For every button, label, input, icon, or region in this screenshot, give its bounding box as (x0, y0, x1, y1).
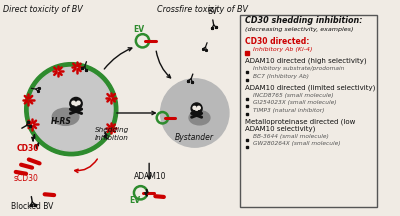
FancyBboxPatch shape (240, 15, 377, 207)
Text: (decreasing selectivity, examples): (decreasing selectivity, examples) (245, 27, 354, 32)
Text: CD30: CD30 (17, 144, 40, 153)
FancyArrowPatch shape (104, 48, 132, 69)
Ellipse shape (52, 108, 79, 125)
Text: ADAM10 directed (high selectivity): ADAM10 directed (high selectivity) (245, 58, 367, 64)
Text: CD30 directed:: CD30 directed: (245, 37, 310, 46)
FancyArrowPatch shape (117, 111, 155, 115)
Text: Inhibitory Ab (Ki-4): Inhibitory Ab (Ki-4) (253, 47, 312, 52)
FancyArrowPatch shape (148, 163, 151, 179)
Text: H-RS: H-RS (51, 117, 72, 126)
Polygon shape (144, 189, 148, 196)
Ellipse shape (189, 111, 210, 125)
Text: Bystander: Bystander (175, 133, 214, 141)
Text: Direct toxicity of BV: Direct toxicity of BV (3, 5, 82, 14)
Text: ADAM10: ADAM10 (134, 173, 166, 181)
Text: BV: BV (207, 7, 217, 16)
Text: BC7 (Inhibitory Ab): BC7 (Inhibitory Ab) (253, 74, 308, 79)
Text: Crossfire toxicity of BV: Crossfire toxicity of BV (157, 5, 248, 14)
Text: Metalloproteinase directed (low: Metalloproteinase directed (low (245, 118, 356, 125)
Circle shape (30, 67, 113, 151)
Circle shape (25, 63, 118, 156)
Text: EV: EV (129, 196, 140, 205)
Polygon shape (36, 143, 38, 148)
Text: Blocked BV: Blocked BV (11, 202, 54, 211)
Text: ADAM10 directed (limited selectivity): ADAM10 directed (limited selectivity) (245, 84, 376, 91)
Text: CD30 shedding inhibition:: CD30 shedding inhibition: (245, 16, 362, 25)
Circle shape (197, 106, 200, 109)
Text: sCD30: sCD30 (13, 174, 38, 183)
Circle shape (160, 79, 229, 147)
Text: Shedding
Inhibition: Shedding Inhibition (95, 127, 129, 141)
Text: Inhibitory substrate/prodomain: Inhibitory substrate/prodomain (253, 66, 344, 71)
Polygon shape (104, 132, 107, 139)
Text: INCD8765 (small molecule): INCD8765 (small molecule) (253, 93, 333, 98)
Circle shape (70, 97, 82, 110)
FancyArrowPatch shape (156, 51, 170, 78)
Text: BB-3644 (small molecule): BB-3644 (small molecule) (253, 134, 328, 139)
Text: TIMP3 (natural inhibitor): TIMP3 (natural inhibitor) (253, 108, 324, 113)
Circle shape (191, 103, 202, 114)
FancyArrowPatch shape (75, 159, 97, 173)
Circle shape (77, 101, 80, 105)
Circle shape (193, 106, 196, 109)
Text: GW280264X (small molecule): GW280264X (small molecule) (253, 141, 340, 146)
Text: EV: EV (133, 25, 144, 34)
Polygon shape (32, 135, 35, 141)
Circle shape (72, 101, 75, 105)
Text: GI254023X (small molecule): GI254023X (small molecule) (253, 100, 336, 105)
Text: ADAM10 selectivity): ADAM10 selectivity) (245, 125, 316, 132)
